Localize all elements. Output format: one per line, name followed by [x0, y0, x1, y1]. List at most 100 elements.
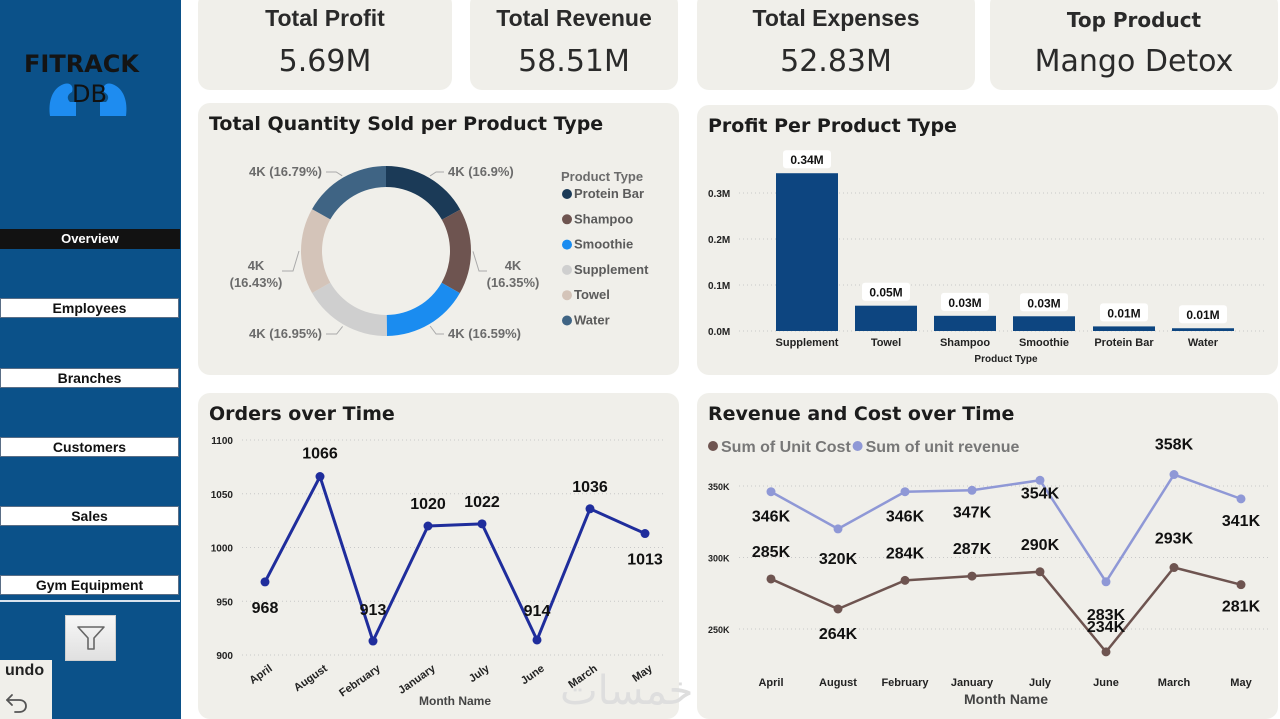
legend-swatch — [562, 214, 572, 225]
legend-item: Supplement — [574, 262, 649, 277]
orders-data-label: 968 — [252, 600, 279, 617]
legend-item: Water — [574, 313, 610, 328]
x-category-label: March — [566, 662, 600, 691]
bar-data-label: 0.03M — [1027, 296, 1060, 310]
legend-swatch — [708, 441, 718, 451]
x-category-label: Protein Bar — [1094, 337, 1154, 349]
donut-slice-supplement — [312, 282, 387, 336]
x-category-label: Supplement — [776, 337, 839, 349]
legend-swatch — [562, 290, 572, 301]
x-axis-title: Product Type — [974, 354, 1038, 365]
data-label-box — [862, 282, 910, 301]
bar-data-label: 0.05M — [869, 286, 902, 300]
fitrack-logo: FITRACK DB — [22, 50, 158, 122]
orders-data-label: 914 — [524, 603, 551, 620]
series-data-label: 284K — [886, 545, 925, 562]
kpi-title: Top Product — [1066, 8, 1202, 32]
kpi-value: Mango Detox — [1034, 44, 1234, 79]
series-point — [766, 574, 776, 584]
kpi-top-product: Top Product Mango Detox — [990, 0, 1278, 90]
nav-overview-active[interactable]: Overview — [0, 229, 180, 249]
revenue-cost-line-chart: 250K 300K 350K Sum of Unit Cost Sum of unit … — [708, 437, 1269, 707]
undo-label: undo — [5, 662, 45, 679]
series-line-revenue — [770, 473, 1242, 584]
orders-point — [423, 521, 433, 531]
x-category-label: February — [337, 662, 383, 699]
y-tick-label: 1100 — [211, 436, 233, 447]
series-point — [766, 487, 776, 497]
x-category-label: August — [819, 677, 857, 689]
donut-leader-line — [429, 325, 444, 335]
donut-data-label: 4K (16.59%) — [448, 326, 521, 341]
kpi-value: 52.83M — [780, 44, 892, 79]
orders-point — [640, 529, 650, 539]
orders-over-time-card: Orders over Time 900 950 1000 1050 1100 968 Ap… — [198, 393, 679, 719]
x-category-label: January — [951, 677, 994, 689]
legend-swatch — [562, 315, 572, 326]
donut-data-label: 4K — [505, 258, 522, 273]
bar-data-label: 0.01M — [1186, 308, 1219, 322]
kpi-title: Total Revenue — [496, 5, 652, 31]
x-category-label: January — [396, 662, 438, 697]
series-data-label: 341K — [1222, 513, 1261, 530]
donut-leader-line — [472, 251, 487, 272]
series-point — [967, 485, 977, 495]
y-tick-label: 0.0M — [708, 327, 730, 338]
bar-towel — [855, 305, 917, 331]
data-label-box — [941, 292, 989, 311]
y-tick-label: 1000 — [211, 544, 234, 555]
nav-branches-button[interactable]: Branches — [0, 368, 179, 388]
chart-title: Orders over Time — [209, 403, 395, 425]
series-point — [1236, 580, 1246, 590]
kpi-total-profit: Total Profit 5.69M — [198, 0, 452, 90]
kpi-value: 58.51M — [518, 44, 630, 79]
profit-by-product-card: Profit Per Product Type 0.0M 0.1M 0.2M 0.3M… — [697, 105, 1278, 375]
nav-employees-button[interactable]: Employees — [0, 298, 179, 318]
series-point — [833, 604, 843, 614]
series-point — [1236, 494, 1246, 504]
kpi-total-revenue: Total Revenue 58.51M — [470, 0, 678, 90]
orders-point — [368, 636, 378, 646]
orders-line-chart: 900 950 1000 1050 1100 968 April 1066 August 913 F… — [211, 436, 666, 708]
series-point — [900, 487, 910, 497]
undo-button[interactable]: undo — [0, 660, 52, 719]
donut-data-label: 4K — [248, 258, 265, 273]
donut-slice-water — [312, 166, 386, 220]
donut-chart: 4K (16.9%) 4K (16.35%) 4K (16.59%) 4K (16.95… — [230, 164, 649, 341]
legend-item: Towel — [574, 287, 610, 302]
series-data-label: 346K — [752, 509, 791, 526]
chart-title: Total Quantity Sold per Product Type — [209, 113, 604, 135]
x-category-label: Smoothie — [1019, 337, 1069, 349]
orders-point — [260, 577, 270, 587]
bar-data-label: 0.34M — [790, 153, 823, 167]
bar-water — [1172, 328, 1234, 331]
bar-smoothie — [1013, 316, 1075, 331]
series-data-label: 320K — [819, 551, 858, 568]
x-category-label: June — [519, 663, 547, 688]
data-label-box — [1100, 303, 1148, 322]
series-data-label: 358K — [1155, 437, 1194, 454]
series-data-label: 346K — [886, 509, 925, 526]
bar-data-label: 0.03M — [948, 296, 981, 310]
x-axis-title: Month Name — [964, 691, 1048, 707]
legend-item: Protein Bar — [574, 186, 644, 201]
nav-customers-button[interactable]: Customers — [0, 437, 179, 457]
y-tick-label: 900 — [216, 651, 233, 662]
x-category-label: August — [292, 662, 330, 694]
nav-gym-equipment-button[interactable]: Gym Equipment — [0, 575, 179, 595]
quantity-by-product-card: Total Quantity Sold per Product Type 4K … — [198, 103, 679, 375]
x-category-label: Shampoo — [940, 337, 990, 349]
orders-data-label: 1022 — [464, 494, 500, 511]
bar-supplement — [776, 173, 838, 331]
x-category-label: April — [758, 677, 783, 689]
revenue-cost-card: Revenue and Cost over Time 250K 300K 350K S… — [697, 393, 1278, 719]
chart-title: Profit Per Product Type — [708, 115, 957, 137]
nav-sales-button[interactable]: Sales — [0, 506, 179, 526]
series-data-label: 285K — [752, 544, 791, 561]
legend-swatch — [852, 441, 863, 451]
series-point — [967, 571, 977, 581]
donut-data-label: (16.35%) — [487, 275, 540, 290]
filter-button[interactable] — [65, 615, 116, 661]
y-tick-label: 350K — [708, 482, 730, 492]
bar-chart: 0.0M 0.1M 0.2M 0.3M 0.34M Supplement 0.05M Towe… — [708, 150, 1267, 365]
